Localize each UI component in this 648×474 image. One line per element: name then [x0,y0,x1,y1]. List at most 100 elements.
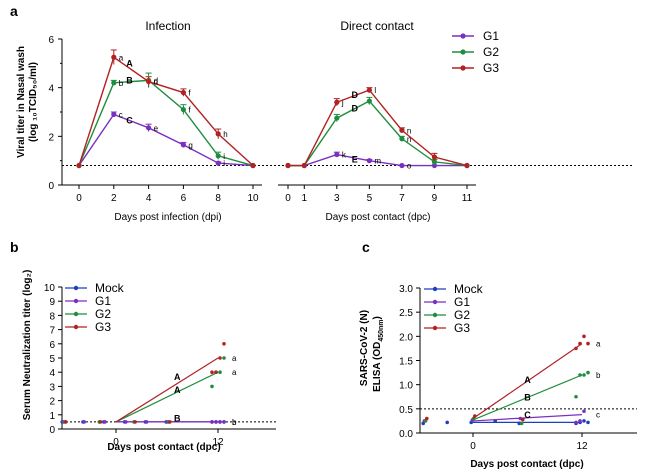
panel-b-point-day12-G2 [210,384,214,389]
panel-c-line-G1 [472,414,583,422]
panel-b-y-tick-label: 10 [44,283,56,294]
panel-a-left-xlabel: Days post infection (dpi) [114,212,221,223]
panel-a-contact-point-G2 [334,115,340,121]
panel-b-point-day0-G3 [64,420,68,424]
panel-b-y-tick-label: 7 [49,326,55,337]
panel-c-point-day12-G1 [574,420,578,425]
panel-b-group-annotation: B [174,413,181,423]
panel-c-point-day12-G2 [574,394,578,399]
panel-c-legend-marker-G2 [432,312,438,318]
panel-c-point-day12-G1 [578,419,582,423]
panel-a-contact-point-G2 [399,136,405,142]
panel-a-left-x-tick-label: 8 [215,193,221,204]
panel-a-contact-sig-label-G1: o [407,162,412,171]
panel-a-contact-line-G3 [288,89,468,167]
panel-c-line-G3 [472,343,583,419]
panel-b-x-tick-label: 0 [113,437,119,448]
panel-c-point-day12-G2 [582,373,586,377]
panel-a-contact-point-G1 [334,151,340,158]
panel-c-y-tick-label: 1.0 [399,381,413,392]
panel-b-point-day12-G3 [210,370,214,375]
panel-b-xlabel: Days post contact (dpc) [107,442,220,453]
panel-a-right-x-tick-label: 11 [462,193,473,204]
panel-b-group-annotation: A [174,385,181,395]
panel-a-contact-point-G3 [464,162,470,169]
panel-a-contact-point-G3 [431,154,438,160]
panel-b-legend-label-G2: G2 [95,307,111,321]
panel-b-y-tick-label: 9 [49,297,55,308]
panel-a-infection-sig-label-G1: c [119,110,123,119]
panel-a-infection-point-G1 [111,111,117,118]
panel-c-x-tick-label: 0 [470,441,476,452]
panel-a-right-x-tick-label: 3 [334,193,340,204]
panel-c-y-tick-label: 2.0 [399,332,413,343]
panel-a-infection-sig-label-G2: b [119,79,124,88]
panel-a-contact-point-G3 [334,99,340,105]
panel-a-infection-sig-label-G2: i [223,152,225,161]
panel-a-left-x-tick-label: 10 [247,193,259,204]
panel-c-ylabel-line1: SARS-CoV-2 (N) [359,310,370,386]
panel-c-sig-label-G1: c [596,411,600,420]
panel-a-contact-sig-label-G1: m [374,157,381,166]
panel-b-line-G3 [115,357,219,423]
panel-b-y-tick-label: 8 [49,311,55,322]
panel-a-contact-group-annotation: E [352,154,358,164]
panel-c-ylabel-line2: ELISA (OD450nm) [372,316,385,392]
panel-b-legend-label-Mock: Mock [95,281,125,295]
panel-a-left-x-tick-label: 6 [181,193,187,204]
panel-a-right-xlabel: Days post contact (dpc) [325,212,430,223]
panel-c-xlabel: Days post contact (dpc) [470,459,583,470]
legend-a-label-G2: G2 [483,45,499,59]
panel-b-point-day12-G1 [214,420,218,424]
panel-b-legend-marker-G1 [73,298,79,304]
panel-b-y-tick-label: 4 [49,368,55,379]
panel-b-point-day0-G1 [144,420,149,424]
panel-a-contact-point-G1 [431,162,438,169]
panel-c-legend-label-Mock: Mock [454,282,484,296]
panel-a-infection-point-G3 [215,131,221,137]
panel-a-right-x-tick-label: 7 [399,193,405,204]
panel-a-contact-point-G2 [366,98,372,104]
panel-a-contact-group-annotation: D [351,103,358,113]
panel-a-infection-point-G3 [111,54,117,60]
panel-b-group-annotation: A [174,372,181,382]
legend-a-marker-G3 [460,65,466,71]
panel-b-legend-label-G3: G3 [95,320,111,334]
panel-b-y-tick-label: 3 [49,382,55,393]
panel-c-ylabel-close: ) [372,316,383,319]
panel-a-contact-sig-label-G2: n [407,135,411,144]
panel-a-right-x-tick-label: 1 [301,193,307,204]
panel-a-contact-point-G3 [366,87,372,93]
panel-a-contact-group-annotation: D [351,90,358,100]
panel-c-point-day12-G1 [582,409,586,414]
panel-c-ylabel-sub: 450nm [378,319,385,341]
panel-c-point-day12-G3 [586,341,590,346]
panel-c-legend-marker-Mock [432,286,438,292]
panel-b-point-day12-G1 [210,420,214,424]
panel-a-contact-sig-label-G3: j [341,98,344,107]
panel-b-point-day12-G3 [214,370,218,375]
panel-b-point-day12-G1 [218,420,222,424]
panel-a-infection-sig-label-G3: d [154,78,158,87]
panel-a-y-tick-label: 0 [48,181,54,192]
panel-b-point-day12-G2 [222,356,226,360]
panel-b-point-day0-G1 [103,420,107,424]
panel-b-legend-marker-Mock [73,285,79,291]
panel-b-sig-label-G2: a [232,368,237,377]
panel-c-point-day0-G3 [521,417,525,422]
panel-c-point-day12-G3 [574,346,578,351]
panel-b-point-day12-G3 [222,342,226,346]
panel-a-infection-sig-label-G3: a [119,53,124,62]
panel-b-y-tick-label: 5 [49,354,55,365]
panel-c-line-G2 [472,374,583,421]
panel-b-point-day0-G1 [124,420,128,424]
panel-c-point-day12-G2 [578,373,582,377]
panel-b-legend-label-G1: G1 [95,294,111,308]
legend-a-label-G1: G1 [483,29,499,43]
panel-c-group-annotation: B [524,393,531,403]
legend-a-label-G3: G3 [483,61,499,75]
panel-a-left-x-tick-label: 2 [111,193,117,204]
panel-label-c: c [362,239,370,255]
panel-a-contact-sig-label-G3: l [374,86,376,95]
panel-a-y-tick-label: 6 [48,35,54,46]
